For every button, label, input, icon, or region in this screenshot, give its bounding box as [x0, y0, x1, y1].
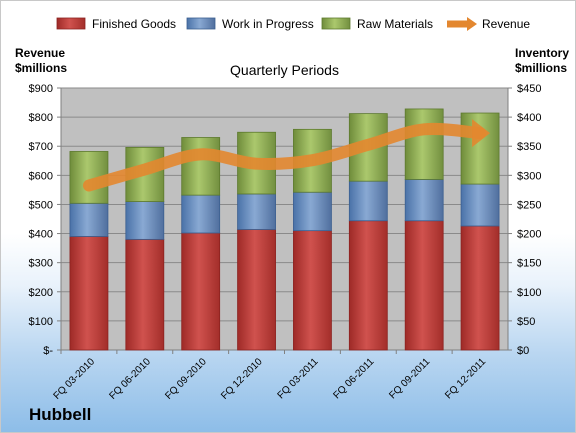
left-tick-label: $-: [43, 345, 53, 357]
legend-label-finished-goods: Finished Goods: [92, 17, 176, 31]
x-category-label: FQ 12-2010: [219, 356, 265, 402]
bar-finished-goods: [293, 230, 332, 351]
left-tick-label: $400: [29, 229, 53, 241]
bar-finished-goods: [125, 238, 165, 351]
left-axis-title-line: $millions: [15, 61, 67, 75]
left-tick-label: $800: [29, 112, 53, 124]
x-category-label: FQ 12-2011: [443, 356, 488, 401]
left-tick-label: $600: [29, 170, 53, 182]
bar-work-in-progress: [293, 191, 332, 232]
bar-work-in-progress: [237, 193, 276, 230]
bar-raw-materials: [404, 108, 444, 180]
bar-finished-goods: [181, 232, 221, 351]
right-tick-label: $50: [517, 316, 535, 328]
left-tick-label: $700: [29, 141, 53, 153]
bar-finished-goods: [460, 225, 500, 351]
bar-finished-goods: [69, 236, 109, 351]
right-axis-title-line: $millions: [515, 61, 567, 75]
right-tick-label: $150: [517, 258, 541, 270]
legend-arrow-revenue: [467, 17, 477, 31]
right-axis-title: Inventory $millions: [515, 46, 569, 75]
bar-raw-materials: [460, 112, 500, 185]
right-tick-label: $100: [517, 287, 541, 299]
left-axis-title: Revenue $millions: [15, 46, 67, 75]
bar-finished-goods: [237, 229, 276, 351]
revenue-arrowhead: [472, 119, 491, 148]
legend-swatch-work-in-progress: [186, 17, 216, 30]
left-axis-title-line: Revenue: [15, 46, 65, 60]
bar-finished-goods: [404, 220, 444, 351]
bar-work-in-progress: [404, 179, 444, 222]
bar-raw-materials: [181, 137, 221, 196]
bar-finished-goods: [348, 220, 388, 351]
bar-work-in-progress: [69, 202, 109, 237]
x-category-label: FQ 09-2011: [387, 356, 432, 401]
legend-label-work-in-progress: Work in Progress: [222, 17, 314, 31]
left-tick-label: $500: [29, 199, 53, 211]
x-category-label: FQ 03-2011: [276, 356, 321, 401]
bar-work-in-progress: [181, 194, 221, 234]
bar-work-in-progress: [125, 201, 165, 240]
company-name: Hubbell: [29, 405, 92, 424]
legend-label-raw-materials: Raw Materials: [357, 17, 433, 31]
bar-work-in-progress: [460, 183, 500, 227]
x-category-label: FQ 06-2011: [331, 356, 376, 401]
legend-swatch-finished-goods: [56, 17, 86, 30]
bar-work-in-progress: [348, 180, 388, 222]
chart-title: Quarterly Periods: [230, 62, 339, 78]
right-tick-label: $350: [517, 141, 541, 153]
right-tick-label: $0: [517, 345, 529, 357]
left-tick-label: $100: [29, 316, 53, 328]
left-tick-label: $900: [29, 83, 53, 95]
right-tick-label: $450: [517, 83, 541, 95]
x-category-label: FQ 03-2010: [52, 356, 98, 402]
right-tick-label: $300: [517, 170, 541, 182]
legend-swatch-raw-materials: [321, 17, 351, 30]
revenue-line: [82, 122, 487, 192]
right-tick-label: $400: [517, 112, 541, 124]
left-tick-label: $300: [29, 258, 53, 270]
x-category-label: FQ 09-2010: [163, 356, 209, 402]
right-axis-title-line: Inventory: [515, 46, 569, 60]
left-tick-label: $200: [29, 287, 53, 299]
right-tick-label: $200: [517, 229, 541, 241]
x-category-label: FQ 06-2010: [107, 356, 153, 402]
legend-label-revenue: Revenue: [482, 17, 530, 31]
right-tick-label: $250: [517, 199, 541, 211]
